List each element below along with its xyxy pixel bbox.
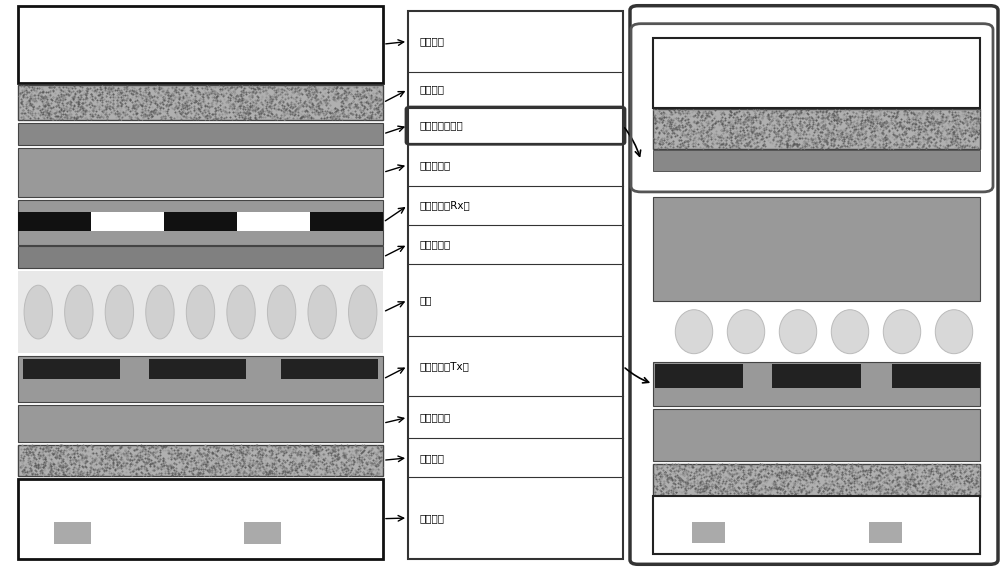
Text: 彩色滤光片: 彩色滤光片: [420, 239, 451, 250]
Bar: [18, 148, 383, 197]
Ellipse shape: [675, 310, 713, 353]
Ellipse shape: [349, 285, 377, 339]
Bar: [892, 364, 980, 388]
Bar: [408, 11, 623, 559]
Bar: [653, 150, 980, 171]
Bar: [653, 362, 980, 406]
Text: 后导电玻璃: 后导电玻璃: [420, 412, 451, 422]
Bar: [648, 299, 990, 365]
Bar: [653, 463, 980, 496]
Bar: [91, 212, 164, 231]
Text: 后偏光片: 后偏光片: [420, 453, 445, 463]
Bar: [18, 86, 383, 120]
Bar: [772, 364, 861, 388]
Bar: [18, 6, 383, 83]
Ellipse shape: [227, 285, 255, 339]
Text: 驱动线路（Tx）: 驱动线路（Tx）: [420, 361, 470, 371]
Bar: [18, 200, 383, 245]
Bar: [18, 356, 383, 402]
FancyBboxPatch shape: [630, 6, 998, 564]
Bar: [18, 246, 383, 268]
Ellipse shape: [883, 310, 921, 353]
Bar: [692, 522, 725, 543]
Ellipse shape: [267, 285, 296, 339]
Bar: [653, 496, 980, 554]
Bar: [653, 38, 980, 108]
Text: 前导电玻璃: 前导电玻璃: [420, 160, 451, 170]
Text: 液晶: 液晶: [420, 295, 432, 305]
Bar: [281, 359, 378, 379]
Bar: [653, 409, 980, 461]
Bar: [18, 271, 383, 353]
Ellipse shape: [186, 285, 215, 339]
Ellipse shape: [105, 285, 134, 339]
Bar: [18, 405, 383, 442]
Bar: [18, 212, 383, 231]
Text: 前偏光片: 前偏光片: [420, 84, 445, 95]
Ellipse shape: [727, 310, 765, 353]
Bar: [23, 359, 120, 379]
Ellipse shape: [779, 310, 817, 353]
Text: 背光模组: 背光模组: [420, 513, 445, 523]
Ellipse shape: [831, 310, 869, 353]
Bar: [653, 197, 980, 302]
Bar: [18, 445, 383, 476]
Ellipse shape: [24, 285, 52, 339]
Text: 保护玻璃: 保护玻璃: [420, 36, 445, 47]
Text: 抗干扰防静电膜: 抗干扰防静电膜: [420, 121, 464, 131]
Text: 感测线路（Rx）: 感测线路（Rx）: [420, 200, 471, 210]
Ellipse shape: [65, 285, 93, 339]
Bar: [655, 364, 743, 388]
Ellipse shape: [308, 285, 336, 339]
Bar: [653, 109, 980, 149]
Bar: [237, 212, 310, 231]
Ellipse shape: [935, 310, 973, 353]
Bar: [18, 479, 383, 559]
Bar: [869, 522, 902, 543]
Bar: [18, 123, 383, 145]
Ellipse shape: [146, 285, 174, 339]
Bar: [54, 522, 91, 544]
Bar: [149, 359, 246, 379]
Bar: [244, 522, 281, 544]
